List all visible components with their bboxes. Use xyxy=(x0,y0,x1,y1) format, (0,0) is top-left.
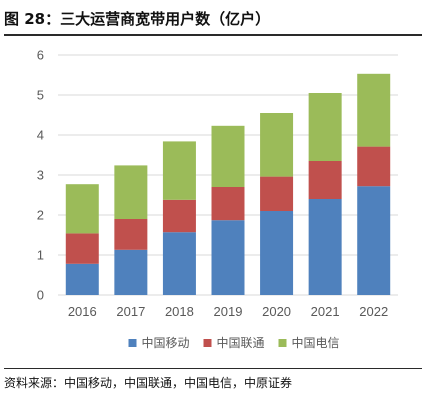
y-axis-ticks: 0 1 2 3 4 5 6 xyxy=(37,48,44,303)
bar-segment xyxy=(211,187,245,221)
bars xyxy=(65,73,391,295)
bar-segment xyxy=(162,141,196,200)
bar-segment xyxy=(308,199,342,295)
y-tick-label: 2 xyxy=(37,208,44,223)
x-tick-label: 2016 xyxy=(68,304,97,319)
bar-segment xyxy=(211,220,245,295)
bar-segment xyxy=(357,146,391,187)
legend-label: 中国联通 xyxy=(217,335,265,350)
figure-title: 图 28：三大运营商宽带用户数（亿户） xyxy=(4,10,271,28)
x-tick-label: 2018 xyxy=(165,304,194,319)
bar-segment xyxy=(114,165,148,219)
x-tick-label: 2022 xyxy=(359,304,388,319)
x-tick-label: 2019 xyxy=(214,304,243,319)
bar-segment xyxy=(65,263,99,295)
y-tick-label: 5 xyxy=(37,88,44,103)
y-tick-label: 0 xyxy=(37,288,44,303)
x-tick-label: 2021 xyxy=(311,304,340,319)
bar-segment xyxy=(162,199,196,233)
y-tick-label: 1 xyxy=(37,248,44,263)
bar-segment xyxy=(308,161,342,199)
legend: 中国移动 中国联通 中国电信 xyxy=(128,335,340,350)
legend-label: 中国移动 xyxy=(142,335,190,350)
y-tick-label: 3 xyxy=(37,168,44,183)
legend-swatch xyxy=(128,339,137,347)
bar-segment xyxy=(357,73,391,147)
bar-segment xyxy=(114,249,148,295)
bar-segment xyxy=(114,219,148,250)
top-rule xyxy=(4,34,422,36)
y-tick-label: 4 xyxy=(37,128,44,143)
bar-segment xyxy=(65,233,99,264)
bar-segment xyxy=(260,176,294,211)
x-axis-ticks: 2016 2017 2018 2019 2020 2021 2022 xyxy=(68,304,388,319)
bar-segment xyxy=(308,93,342,161)
x-tick-label: 2017 xyxy=(116,304,145,319)
legend-swatch xyxy=(278,339,287,347)
bar-segment xyxy=(162,232,196,295)
stacked-bar-chart: 0 1 2 3 4 5 6 2016 2017 2018 2019 2020 2021 2022 中国移… xyxy=(37,48,398,350)
legend-label: 中国电信 xyxy=(292,335,340,350)
bar-segment xyxy=(211,125,245,187)
bottom-rule xyxy=(4,368,422,369)
y-tick-label: 6 xyxy=(37,48,44,63)
x-tick-label: 2020 xyxy=(262,304,291,319)
source-note: 资料来源：中国移动，中国联通，中国电信，中原证券 xyxy=(4,376,293,390)
legend-swatch xyxy=(203,339,212,347)
bar-segment xyxy=(65,184,99,234)
bar-segment xyxy=(260,113,294,177)
bar-segment xyxy=(260,211,294,295)
bar-segment xyxy=(357,186,391,295)
